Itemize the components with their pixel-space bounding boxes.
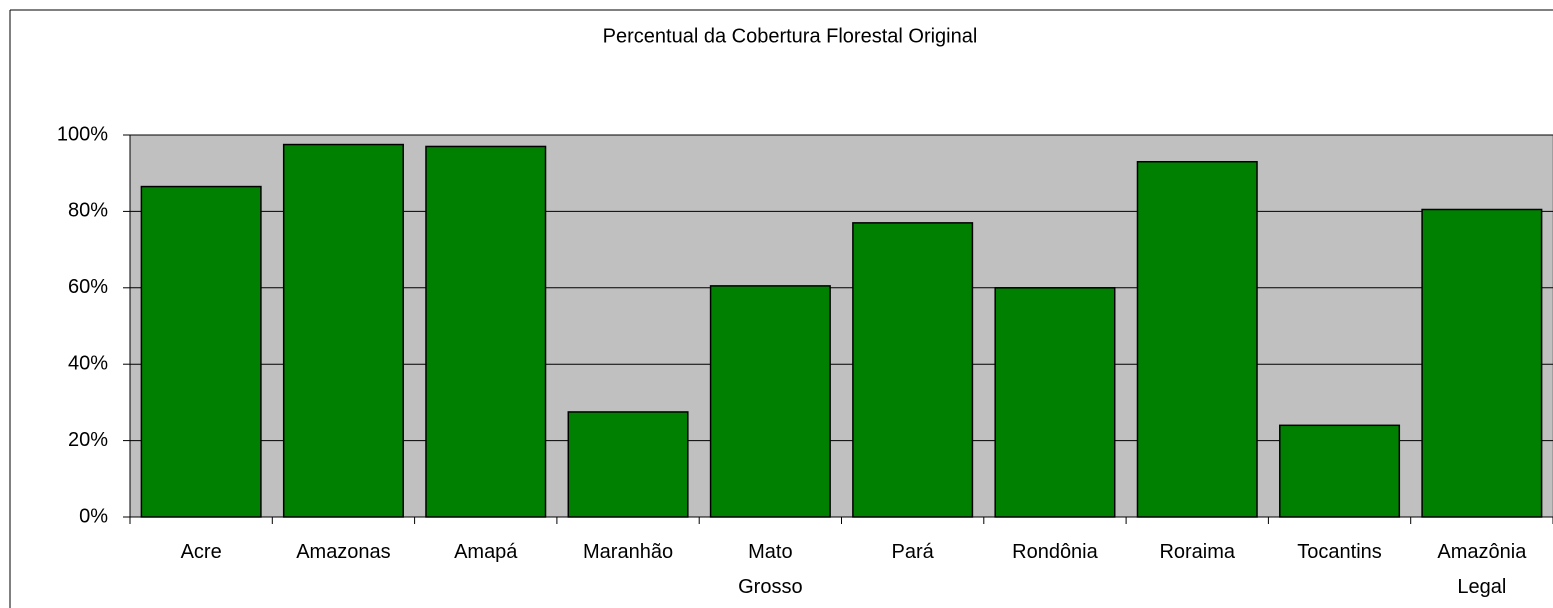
bar — [1421, 208, 1543, 518]
bar — [1136, 160, 1258, 518]
x-tick-label: Rondônia — [1012, 541, 1098, 563]
y-tick-label: 40% — [68, 352, 108, 374]
y-tick-label: 80% — [68, 200, 108, 222]
bar — [140, 185, 262, 518]
y-tick-label: 20% — [68, 429, 108, 451]
x-tick-label: Amazonas — [296, 541, 391, 563]
bar — [567, 411, 689, 518]
x-tick-label: Amazônia Legal — [1437, 541, 1527, 598]
y-tick-label: 0% — [79, 505, 108, 527]
bar — [425, 145, 547, 518]
bar — [852, 222, 974, 518]
bar — [1279, 424, 1401, 518]
bar — [282, 143, 404, 518]
y-tick-label: 60% — [68, 276, 108, 298]
bar — [709, 285, 831, 518]
x-tick-label: Acre — [180, 541, 222, 563]
x-tick-label: Pará — [891, 541, 934, 563]
x-tick-label: Mato Grosso — [738, 541, 803, 598]
x-tick-label: Maranhão — [583, 541, 674, 563]
bar — [994, 287, 1116, 518]
chart-title: Percentual da Cobertura Florestal Origin… — [603, 25, 978, 47]
x-tick-label: Tocantins — [1297, 541, 1382, 563]
x-tick-label: Roraima — [1159, 541, 1236, 563]
y-tick-label: 100% — [57, 123, 108, 145]
x-tick-label: Amapá — [454, 541, 518, 563]
